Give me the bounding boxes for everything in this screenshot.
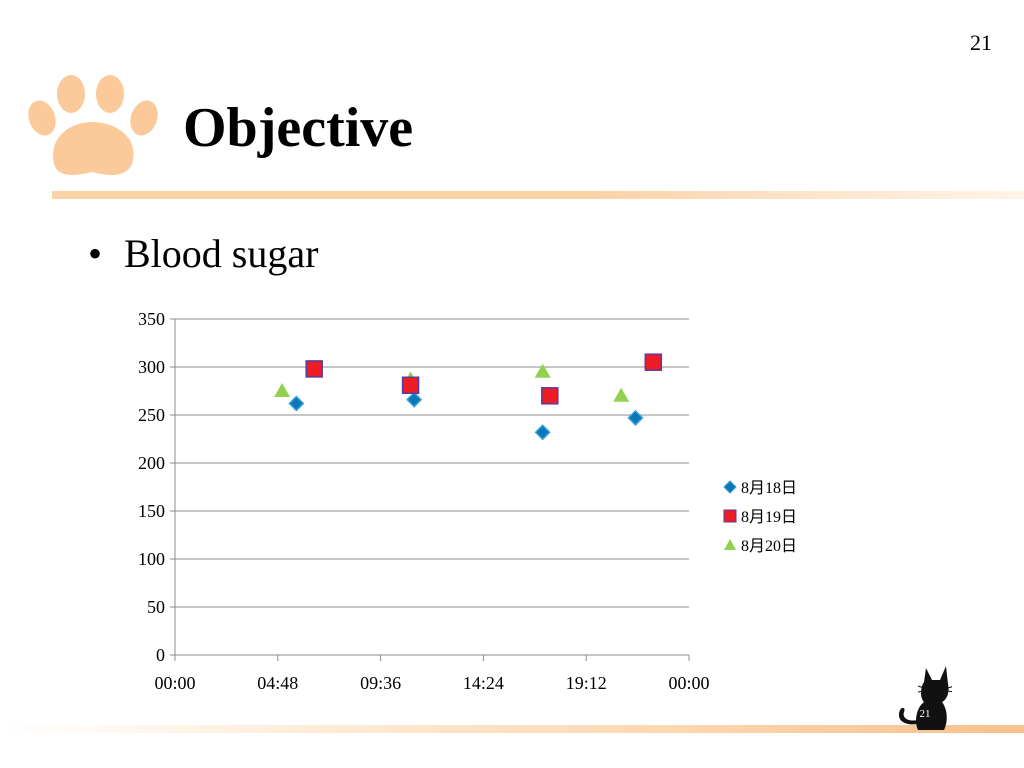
- bullet-text: Blood sugar: [124, 231, 319, 276]
- x-tick-label-4: 19:12: [566, 673, 607, 693]
- legend-marker-2: [723, 509, 737, 523]
- x-tick-label-0: 00:00: [154, 673, 195, 693]
- y-tick-label-250: 250: [138, 405, 165, 425]
- footer-divider: [0, 725, 1024, 733]
- bullet-marker: •: [88, 231, 103, 276]
- data-point-series1-3: [534, 424, 551, 441]
- data-point-series2-3: [541, 387, 559, 405]
- data-point-series2-4: [644, 353, 663, 371]
- cat-icon: [898, 666, 952, 730]
- slide-number: 21: [970, 30, 992, 55]
- x-tick-label-1: 04:48: [257, 673, 298, 693]
- bullet-item: • Blood sugar: [88, 234, 318, 274]
- y-tick-label-200: 200: [138, 453, 165, 473]
- y-tick-label-0: 0: [156, 645, 165, 665]
- data-point-series1-2: [406, 391, 423, 408]
- data-point-series3-1: [274, 383, 291, 397]
- y-tick-label-50: 50: [147, 597, 165, 617]
- x-tick-label-3: 14:24: [463, 673, 504, 693]
- legend-marker-1: [723, 480, 737, 494]
- footer-page-number: 21: [919, 708, 931, 720]
- title-divider: [52, 191, 1024, 199]
- data-point-series3-4: [613, 387, 630, 402]
- slide-title: Objective: [183, 97, 414, 159]
- y-tick-label-100: 100: [138, 549, 165, 569]
- data-point-series2-1: [305, 360, 323, 378]
- y-tick-label-150: 150: [138, 501, 165, 521]
- y-tick-label-300: 300: [138, 357, 165, 377]
- x-tick-label-2: 09:36: [360, 673, 401, 693]
- legend-label-1: 8月18日: [741, 480, 797, 497]
- y-tick-label-350: 350: [138, 309, 165, 329]
- data-point-series3-3: [534, 363, 551, 378]
- data-point-series1-4: [627, 409, 644, 426]
- legend-label-3: 8月20日: [741, 538, 797, 555]
- data-point-series1-1: [288, 395, 305, 412]
- legend-marker-3: [724, 539, 736, 550]
- x-tick-label-5: 00:00: [668, 673, 709, 693]
- legend-label-2: 8月19日: [741, 509, 797, 526]
- data-point-series2-2: [401, 376, 420, 394]
- paw-icon: [28, 75, 158, 175]
